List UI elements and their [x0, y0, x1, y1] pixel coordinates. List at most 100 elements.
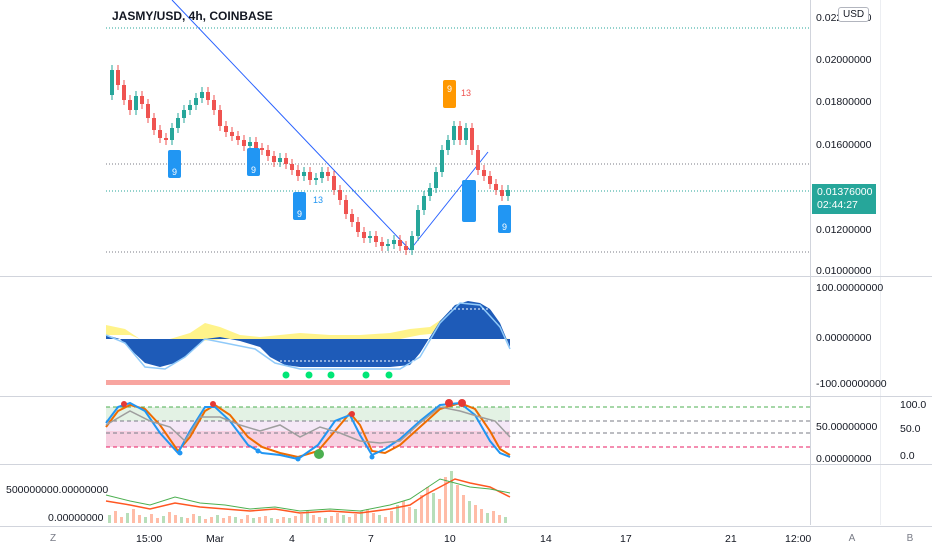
volume-bar	[414, 509, 417, 523]
price-label: 0.02000000	[816, 54, 872, 66]
candle-body	[212, 100, 216, 110]
time-label: 12:00	[785, 533, 812, 545]
oscillator-light-line	[105, 302, 511, 370]
countdown-label: 13	[313, 195, 323, 205]
time-label: 15:00	[136, 533, 163, 545]
volume-bar	[306, 511, 309, 523]
volume-bar	[144, 517, 147, 523]
candle-body	[224, 126, 228, 132]
symbol-title[interactable]: JASMY/USD, 4h, COINBASE	[112, 9, 273, 23]
volume-bar	[156, 518, 159, 523]
candle-body	[164, 138, 168, 140]
badge-count: 9	[297, 209, 302, 219]
candle-body	[272, 156, 276, 162]
stoch-buy-dot	[295, 456, 301, 462]
candle-body	[422, 196, 426, 210]
volume-bar	[336, 513, 339, 523]
oscillator-signal-dot	[327, 371, 335, 379]
candle-body	[296, 170, 300, 176]
candle-body	[242, 140, 246, 146]
oscillator-canvas[interactable]	[0, 277, 932, 396]
volume-bar	[408, 507, 411, 523]
oscillator-label: 0.00000000	[816, 332, 872, 344]
candle-body	[290, 164, 294, 170]
stochastic-axis[interactable]	[810, 397, 880, 464]
volume-bar	[234, 517, 237, 523]
volume-bar	[474, 505, 477, 523]
badge-count: 9	[447, 84, 452, 94]
price-label: 0.01600000	[816, 139, 872, 151]
candles-group	[110, 65, 510, 255]
currency-selector-button[interactable]: USD	[838, 7, 870, 22]
volume-bar	[462, 495, 465, 523]
volume-bar	[342, 515, 345, 523]
stoch-buy-dot	[177, 450, 183, 456]
stochastic-canvas[interactable]	[0, 397, 932, 464]
candle-body	[158, 130, 162, 138]
candle-body	[326, 172, 330, 176]
volume-bar	[390, 511, 393, 523]
time-label: 7	[368, 533, 374, 545]
volume-bar	[246, 515, 249, 523]
price-chart-pane[interactable]: 9 9 9 9 9 13 13 JASMY/USD, 4h, COINBASE …	[0, 0, 932, 277]
volume-bar	[300, 514, 303, 523]
log-scale-button[interactable]: B	[906, 533, 914, 544]
candle-body	[398, 240, 402, 246]
volume-bar	[312, 515, 315, 523]
pane-separator[interactable]	[0, 276, 932, 277]
volume-bar	[426, 487, 429, 523]
candle-body	[440, 150, 444, 172]
stoch-right-label: 0.0	[900, 450, 915, 462]
candle-body	[110, 70, 114, 95]
candle-body	[302, 172, 306, 176]
right-gutter	[880, 0, 932, 276]
bar-countdown: 02:44:27	[817, 199, 858, 211]
oscillator-axis[interactable]	[810, 277, 880, 396]
volume-bar	[252, 518, 255, 523]
price-label: 0.01800000	[816, 96, 872, 108]
price-chart-canvas[interactable]: 9 9 9 9 9 13 13	[0, 0, 932, 276]
volume-bar	[348, 517, 351, 523]
price-label: 0.01000000	[816, 265, 872, 277]
volume-bar	[120, 517, 123, 523]
stochastic-pane[interactable]: 50.00000000 0.00000000 100.0 50.0 0.0	[0, 397, 932, 465]
right-gutter	[880, 277, 932, 396]
volume-bar	[468, 501, 471, 523]
price-axis[interactable]	[810, 0, 880, 276]
zoom-reset-button[interactable]: Z	[49, 533, 57, 544]
candle-body	[332, 176, 336, 190]
buy-countdown-badge	[462, 180, 476, 222]
right-gutter	[880, 465, 932, 525]
volume-ma-green	[105, 478, 511, 512]
time-axis[interactable]: Z 15:00 Mar 4 7 10 14 17 21 12:00 A B	[0, 526, 932, 550]
last-price-tag: 0.01376000 02:44:27	[812, 184, 876, 214]
stoch-sell-dot	[445, 399, 453, 407]
time-label: 17	[620, 533, 632, 545]
volume-axis[interactable]	[810, 465, 880, 525]
stoch-label: 0.00000000	[816, 453, 872, 465]
volume-bar	[384, 517, 387, 523]
candle-body	[428, 188, 432, 196]
auto-scale-button[interactable]: A	[848, 533, 856, 544]
oscillator-signal-dot	[282, 371, 290, 379]
volume-bar	[480, 509, 483, 523]
volume-pane[interactable]: 500000000.00000000 0.00000000	[0, 465, 932, 525]
candle-body	[452, 126, 456, 140]
oscillator-pane[interactable]: 100.00000000 0.00000000 -100.00000000	[0, 277, 932, 396]
stoch-right-label: 100.0	[900, 399, 927, 411]
stoch-sell-dot	[458, 399, 466, 407]
stoch-sell-dot	[121, 401, 127, 407]
volume-canvas[interactable]	[0, 465, 932, 525]
candle-body	[416, 210, 420, 236]
pane-separator[interactable]	[0, 464, 932, 465]
candle-body	[320, 172, 324, 178]
volume-bar	[294, 516, 297, 523]
badge-count: 9	[251, 165, 256, 175]
volume-bar	[450, 471, 453, 523]
candle-body	[314, 178, 318, 180]
pane-separator[interactable]	[0, 396, 932, 397]
candle-body	[464, 128, 468, 140]
candle-body	[152, 118, 156, 130]
time-label: 4	[289, 533, 295, 545]
volume-bar	[366, 509, 369, 523]
